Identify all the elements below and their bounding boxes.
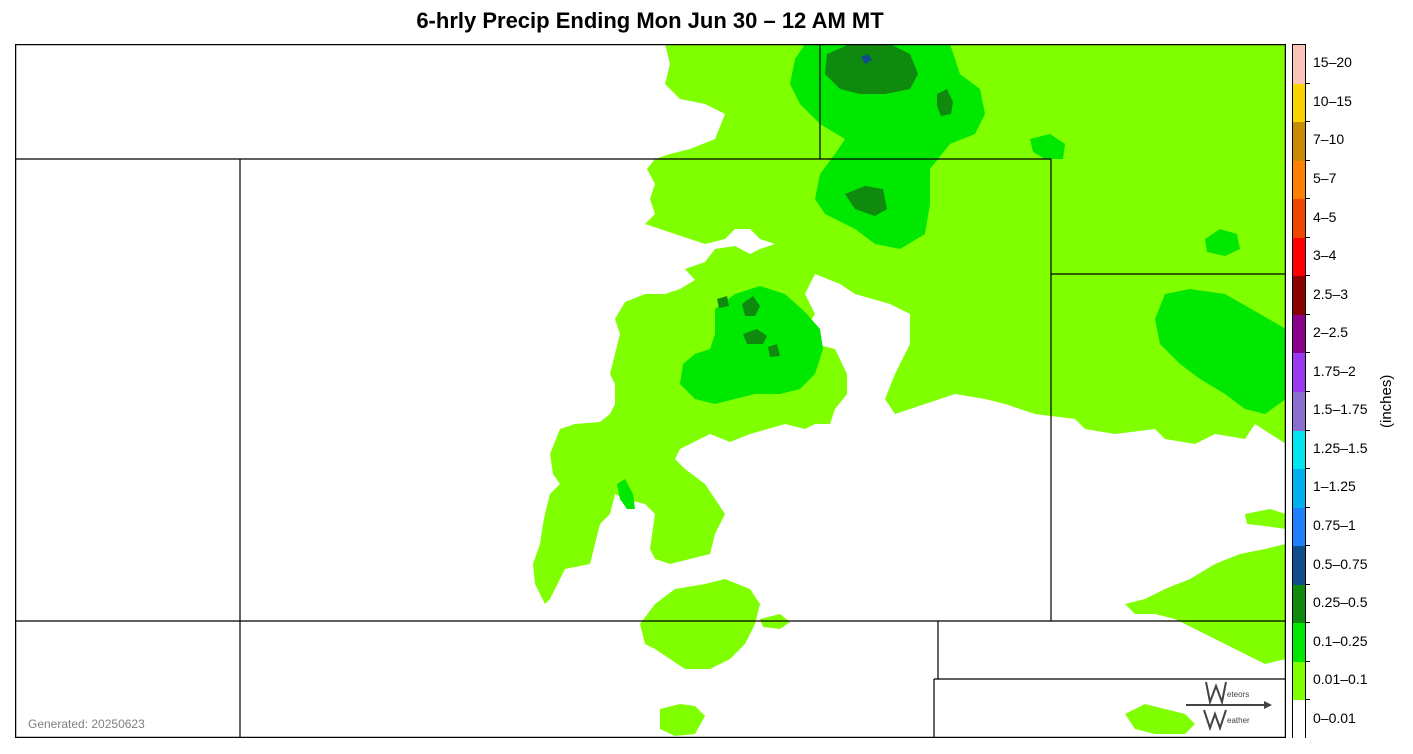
state-borders — [15, 44, 1286, 738]
legend-tick — [1305, 699, 1310, 701]
legend-label: 0.75–1 — [1313, 516, 1356, 533]
legend-label: 7–10 — [1313, 131, 1345, 148]
precip-medium-east-small — [1205, 229, 1240, 256]
legend-tick — [1305, 275, 1310, 277]
legend-swatch — [1293, 276, 1305, 315]
precip-area-south-central — [640, 579, 760, 669]
logo-svg: eteors eather — [1186, 681, 1272, 732]
legend-tick — [1305, 391, 1310, 392]
legend-swatch — [1293, 83, 1305, 123]
precip-heavy-areas — [717, 44, 953, 357]
precip-light-areas — [533, 44, 1286, 736]
precip-map — [15, 44, 1286, 738]
precip-area-south-edge — [1125, 704, 1195, 734]
legend-tick — [1305, 506, 1310, 508]
legend-label: 5–7 — [1313, 169, 1337, 186]
legend-swatch — [1293, 45, 1305, 84]
legend-tick — [1305, 468, 1310, 470]
legend-swatch — [1293, 353, 1305, 392]
meteors-weather-logo: eteors eather — [1184, 680, 1274, 732]
legend-swatch — [1293, 623, 1305, 662]
logo-m-glyph — [1205, 681, 1227, 706]
legend-units: (inches) — [1378, 374, 1395, 428]
legend-label: 1.5–1.75 — [1313, 401, 1368, 418]
legend-label: 1.25–1.5 — [1313, 439, 1368, 456]
precip-heavy-cluster-3 — [717, 296, 729, 308]
legend-label: 3–4 — [1313, 247, 1337, 264]
precip-very-heavy-north — [861, 54, 872, 64]
legend-swatch — [1293, 661, 1305, 701]
precip-legend: 15–20 10–15 7–10 5–7 4–5 3–4 2.5–3 2–2.5 1.75–2 1… — [1292, 44, 1402, 739]
legend-label: 0–0.01 — [1313, 709, 1356, 726]
legend-swatch — [1293, 584, 1305, 624]
legend-label: 0.25–0.5 — [1313, 594, 1368, 611]
precip-heavy-cluster-2 — [743, 329, 767, 344]
legend-tick — [1305, 121, 1310, 123]
precip-medium-ne-small — [1030, 134, 1065, 159]
map-frame — [15, 44, 1286, 738]
precip-heavy-mid — [937, 89, 953, 116]
legend-tick — [1305, 198, 1310, 200]
legend-swatch — [1293, 199, 1305, 238]
legend-tick — [1305, 313, 1310, 315]
precip-heavy-cluster-1 — [742, 296, 760, 316]
legend-label: 4–5 — [1313, 208, 1337, 225]
legend-swatch — [1293, 160, 1305, 200]
legend-label: 0.01–0.1 — [1313, 671, 1368, 688]
precip-medium-central — [680, 286, 823, 404]
precip-medium-east — [1155, 289, 1286, 414]
logo-w-glyph — [1203, 709, 1227, 732]
legend-swatch — [1293, 392, 1305, 431]
legend-tick — [1305, 82, 1310, 84]
legend-label: 15–20 — [1313, 54, 1352, 71]
legend-label: 0.1–0.25 — [1313, 632, 1368, 649]
legend-tick — [1305, 622, 1310, 624]
legend-colorbar — [1292, 44, 1306, 739]
legend-label: 2.5–3 — [1313, 285, 1349, 302]
precip-medium-west-small — [617, 479, 635, 509]
legend-swatch — [1293, 430, 1305, 470]
logo-line1: eteors — [1227, 690, 1249, 699]
legend-label: 1–1.25 — [1313, 478, 1356, 495]
legend-swatch — [1293, 469, 1305, 508]
legend-tick — [1305, 352, 1310, 354]
precip-area-southeast — [1125, 544, 1286, 664]
legend-label: 0.5–0.75 — [1313, 555, 1368, 572]
precip-medium-north — [790, 44, 985, 249]
precip-area-east-edge — [1245, 509, 1286, 529]
legend-tick — [1305, 159, 1310, 161]
precip-area-north — [533, 44, 1286, 604]
precip-medium-areas — [617, 44, 1286, 509]
legend-label: 10–15 — [1313, 92, 1352, 109]
precip-heavy-central-north — [845, 186, 887, 216]
legend-tick — [1305, 583, 1310, 585]
legend-label: 2–2.5 — [1313, 324, 1349, 341]
legend-swatch — [1293, 237, 1305, 277]
precip-very-heavy-areas — [861, 54, 872, 64]
legend-label: 1.75–2 — [1313, 362, 1356, 379]
precip-heavy-cluster-4 — [768, 344, 780, 357]
legend-swatch — [1293, 122, 1305, 161]
legend-tick — [1305, 236, 1310, 238]
precip-area-southwest-blob — [660, 704, 705, 736]
legend-swatch — [1293, 546, 1305, 585]
map-svg — [15, 44, 1286, 738]
precip-heavy-north — [825, 44, 918, 94]
legend-tick — [1305, 660, 1310, 662]
legend-swatch — [1293, 314, 1305, 354]
legend-tick — [1305, 545, 1310, 547]
legend-swatch — [1293, 700, 1305, 739]
legend-swatch — [1293, 507, 1305, 547]
generated-date: Generated: 20250623 — [28, 717, 145, 731]
map-title: 6-hrly Precip Ending Mon Jun 30 – 12 AM … — [416, 8, 884, 33]
legend-tick — [1305, 429, 1310, 431]
logo-arrow-head — [1264, 701, 1272, 709]
logo-line2: eather — [1227, 716, 1250, 725]
